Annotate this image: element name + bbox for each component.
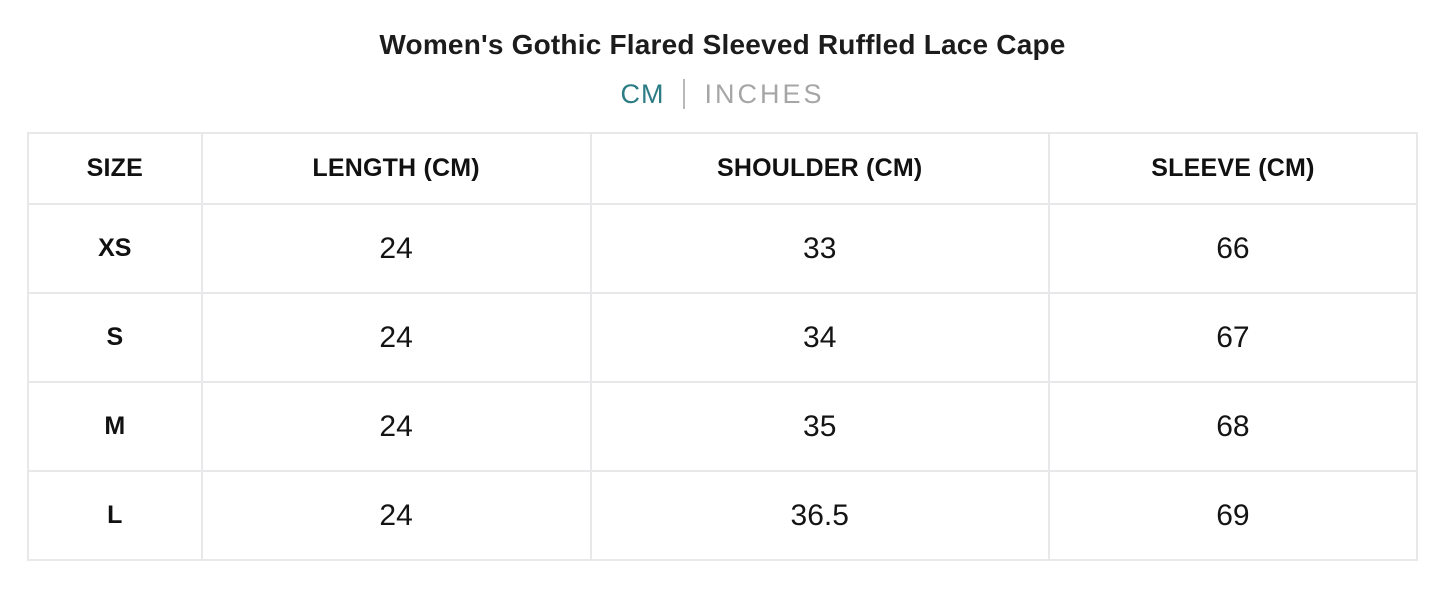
- cell-shoulder: 33: [589, 203, 1050, 294]
- cell-length: 24: [200, 203, 592, 294]
- cell-length: 24: [200, 470, 592, 561]
- cell-length: 24: [200, 292, 592, 383]
- unit-toggle-divider: [683, 79, 686, 109]
- product-title: Women's Gothic Flared Sleeved Ruffled La…: [379, 29, 1066, 60]
- column-header-size: SIZE: [27, 132, 203, 205]
- cell-sleeve: 67: [1047, 292, 1419, 383]
- unit-toggle-cm[interactable]: CM: [620, 79, 665, 109]
- unit-toggle: CM INCHES: [0, 78, 1445, 110]
- table-row-m: M 24 35 68: [27, 381, 1419, 472]
- header-row: SIZE LENGTH (CM) SHOULDER (CM) SLEEVE (C…: [27, 132, 1419, 205]
- cell-sleeve: 66: [1047, 203, 1419, 294]
- cell-shoulder: 34: [589, 292, 1050, 383]
- unit-toggle-inches[interactable]: INCHES: [704, 79, 825, 109]
- cell-size: L: [27, 470, 203, 561]
- table-row-l: L 24 36.5 69: [27, 470, 1419, 561]
- table-row-s: S 24 34 67: [27, 292, 1419, 383]
- size-chart-table: SIZE LENGTH (CM) SHOULDER (CM) SLEEVE (C…: [27, 132, 1419, 561]
- column-header-shoulder: SHOULDER (CM): [589, 132, 1050, 205]
- cell-shoulder: 36.5: [589, 470, 1050, 561]
- cell-sleeve: 69: [1047, 470, 1419, 561]
- cell-size: M: [27, 381, 203, 472]
- column-header-length: LENGTH (CM): [200, 132, 592, 205]
- cell-sleeve: 68: [1047, 381, 1419, 472]
- table-row-xs: XS 24 33 66: [27, 203, 1419, 294]
- column-header-sleeve: SLEEVE (CM): [1047, 132, 1419, 205]
- cell-size: S: [27, 292, 203, 383]
- cell-length: 24: [200, 381, 592, 472]
- cell-size: XS: [27, 203, 203, 294]
- cell-shoulder: 35: [589, 381, 1050, 472]
